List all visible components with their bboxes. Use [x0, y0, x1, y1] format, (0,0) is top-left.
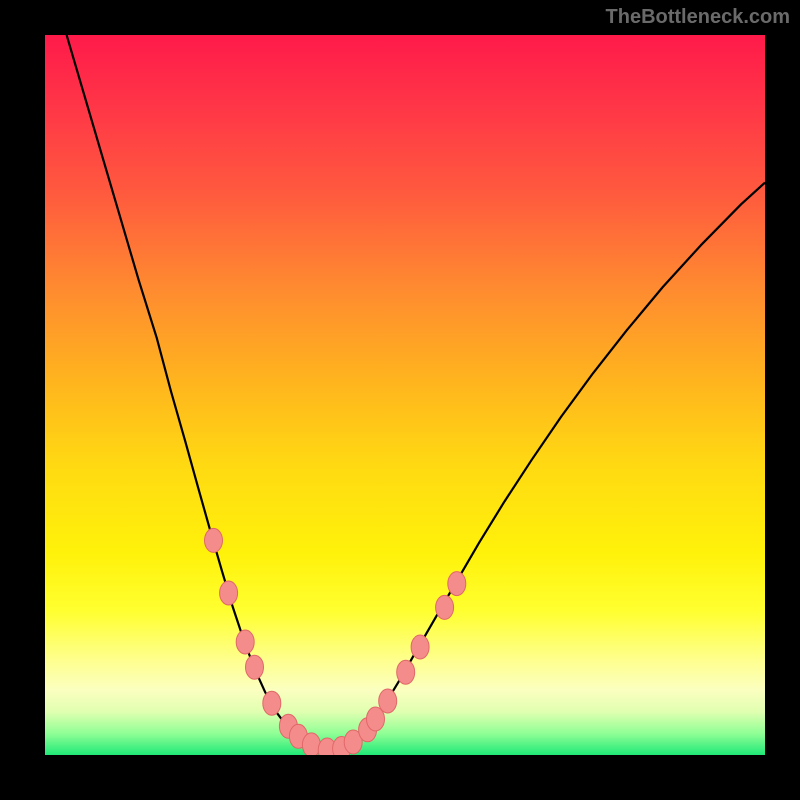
data-marker	[236, 630, 254, 654]
data-marker	[302, 733, 320, 755]
data-marker	[397, 660, 415, 684]
data-marker	[436, 595, 454, 619]
watermark-text: TheBottleneck.com	[606, 6, 790, 29]
data-marker	[205, 528, 223, 552]
data-marker	[448, 572, 466, 596]
marker-group	[205, 528, 466, 755]
data-marker	[246, 655, 264, 679]
data-marker	[263, 691, 281, 715]
data-marker	[379, 689, 397, 713]
plot-area	[45, 35, 765, 755]
curve-layer	[45, 35, 765, 755]
data-marker	[220, 581, 238, 605]
data-marker	[411, 635, 429, 659]
